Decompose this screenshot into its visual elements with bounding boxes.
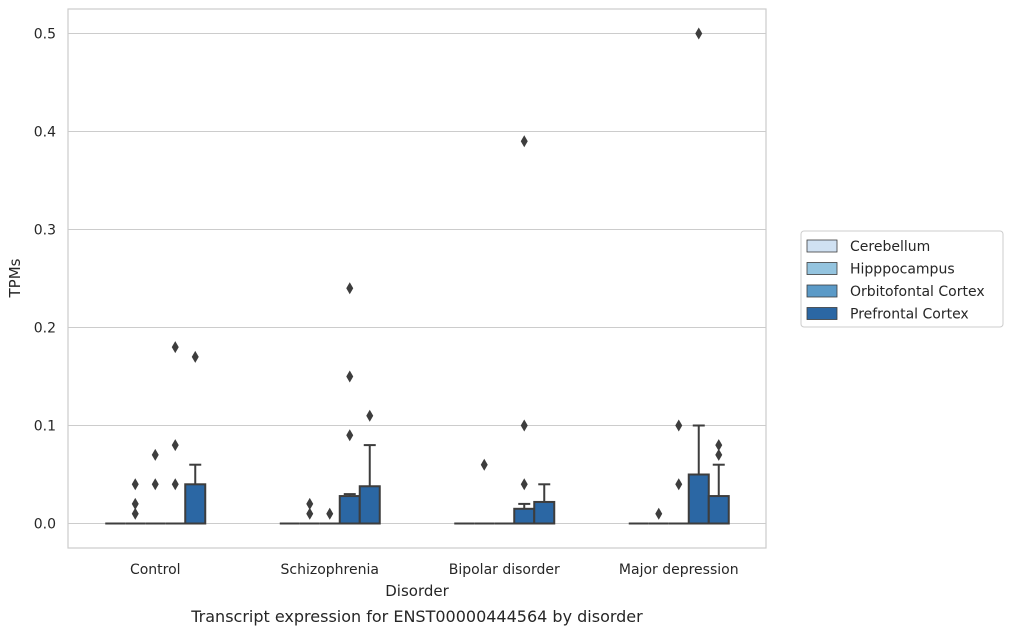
legend-label: Prefrontal Cortex (850, 307, 969, 323)
outlier-point (695, 27, 703, 40)
box-body (533, 500, 556, 525)
box-group (648, 507, 669, 525)
y-axis-label: TPMs (6, 258, 24, 298)
box-group (145, 448, 166, 525)
plot-area-frame (67, 8, 767, 549)
figure-caption: Transcript expression for ENST0000044456… (190, 607, 643, 626)
x-axis-ticks: Control Schizophrenia Bipolar disorder Majo… (130, 562, 739, 578)
outlier-point (366, 409, 374, 422)
outlier-point (480, 458, 488, 471)
box-group (687, 27, 710, 525)
outlier-point (131, 507, 139, 520)
outlier-point (520, 135, 528, 148)
outlier-point (306, 507, 314, 520)
box-group (533, 483, 556, 525)
legend-label: Orbitofontal Cortex (850, 284, 985, 300)
plot-area-background (68, 9, 766, 548)
legend-label: Cerebellum (850, 239, 930, 255)
box-body (338, 495, 361, 525)
outlier-point (715, 448, 723, 461)
x-tick-label: Bipolar disorder (449, 562, 560, 578)
y-tick-label: 0.4 (34, 125, 56, 141)
box-body (358, 485, 381, 525)
outlier-point (131, 478, 139, 491)
legend-swatch (806, 307, 838, 320)
x-tick-label: Schizophrenia (281, 562, 379, 578)
outlier-point (151, 448, 159, 461)
outlier-point (346, 282, 354, 295)
y-tick-label: 0.0 (34, 517, 56, 533)
box-group (474, 458, 495, 525)
box-group (319, 507, 340, 525)
y-tick-label: 0.1 (34, 419, 56, 435)
outlier-point (675, 478, 683, 491)
outlier-point (191, 350, 199, 363)
outlier-point (306, 497, 314, 510)
y-axis-ticks: 0.0 0.1 0.2 0.3 0.4 0.5 (34, 27, 56, 533)
outlier-point (151, 478, 159, 491)
outlier-point (675, 419, 683, 432)
y-tick-label: 0.5 (34, 27, 56, 43)
x-tick-label: Major depression (619, 562, 739, 578)
x-tick-label: Control (130, 562, 181, 578)
box-group (165, 341, 186, 525)
outlier-point (326, 507, 334, 520)
box-body (513, 507, 536, 525)
outlier-point (520, 419, 528, 432)
legend-label: Hipppocampus (850, 262, 955, 278)
box-group (125, 478, 146, 525)
outlier-point (171, 341, 179, 354)
x-axis-label: Disorder (385, 582, 449, 600)
outlier-point (131, 497, 139, 510)
legend-swatch (806, 239, 838, 253)
outlier-point (171, 439, 179, 452)
legend: Cerebellum Hipppocampus Orbitofontal Corte… (800, 230, 1004, 328)
outlier-point (346, 429, 354, 442)
outlier-point (655, 507, 663, 520)
box-group (338, 282, 361, 525)
legend-swatch (806, 284, 838, 298)
box-group (184, 350, 207, 525)
box-group (513, 135, 536, 525)
legend-frame (800, 230, 1004, 328)
box-body (687, 473, 710, 525)
box-body (707, 495, 730, 525)
box-group (358, 409, 381, 525)
outlier-point (171, 478, 179, 491)
y-tick-label: 0.2 (34, 321, 56, 337)
box-group (707, 439, 730, 525)
outlier-point (715, 439, 723, 452)
y-tick-label: 0.3 (34, 223, 56, 239)
box-layer (105, 27, 730, 525)
box-group (299, 497, 320, 525)
outlier-point (346, 370, 354, 383)
outlier-point (520, 478, 528, 491)
legend-swatch (806, 262, 838, 275)
box-body (184, 483, 207, 525)
box-group (668, 419, 689, 525)
